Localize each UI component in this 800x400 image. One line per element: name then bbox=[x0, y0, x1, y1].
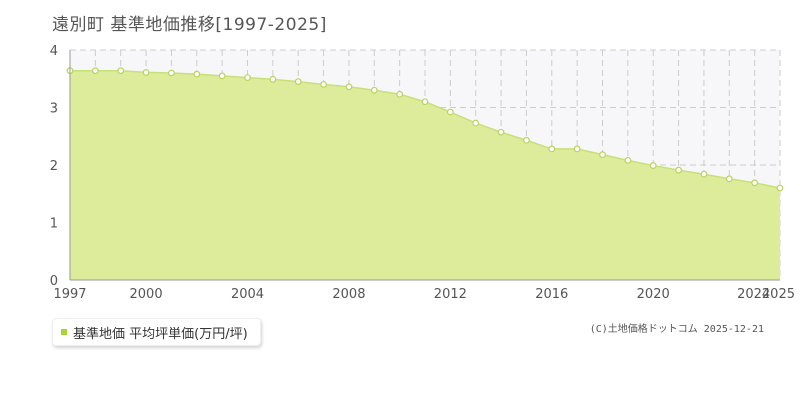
x-tick-label: 2024 bbox=[737, 287, 770, 302]
data-point bbox=[269, 75, 277, 83]
x-tick-label: 2004 bbox=[231, 287, 264, 302]
chart-title: 遠別町 基準地価推移[1997-2025] bbox=[52, 15, 327, 35]
data-point bbox=[700, 170, 708, 178]
data-point bbox=[624, 156, 632, 164]
y-tick-label: 4 bbox=[50, 44, 58, 59]
data-point bbox=[117, 67, 125, 75]
y-tick-label: 3 bbox=[50, 102, 58, 117]
data-point bbox=[218, 72, 226, 80]
data-point bbox=[193, 70, 201, 78]
data-point bbox=[523, 136, 530, 144]
data-point bbox=[751, 179, 759, 187]
data-point bbox=[548, 145, 556, 153]
y-tick-label: 1 bbox=[50, 217, 58, 232]
data-point bbox=[396, 90, 404, 98]
x-tick-label: 2025 bbox=[762, 287, 795, 302]
data-point bbox=[370, 86, 378, 94]
series-area bbox=[70, 70, 780, 280]
data-point bbox=[599, 151, 606, 159]
data-point bbox=[675, 166, 682, 174]
data-point bbox=[421, 98, 429, 106]
y-tick-label: 2 bbox=[50, 159, 58, 174]
data-point bbox=[497, 128, 505, 136]
copyright-credit: (C)土地価格ドットコム 2025-12-21 bbox=[589, 324, 764, 335]
data-point bbox=[345, 83, 353, 91]
data-point bbox=[446, 108, 454, 116]
data-point bbox=[91, 67, 99, 75]
data-point bbox=[573, 145, 581, 153]
x-tick-label: 1997 bbox=[53, 287, 86, 302]
data-point bbox=[472, 119, 480, 127]
x-tick-label: 2012 bbox=[434, 287, 467, 302]
data-point bbox=[725, 175, 733, 183]
x-tick-label: 2020 bbox=[637, 287, 670, 302]
data-point bbox=[649, 162, 657, 169]
y-tick-label: 0 bbox=[50, 274, 58, 289]
legend-swatch bbox=[61, 329, 67, 335]
x-tick-label: 2008 bbox=[332, 287, 365, 302]
data-point bbox=[320, 81, 327, 88]
legend: 基準地価 平均坪単価(万円/坪) bbox=[52, 318, 261, 346]
data-point bbox=[142, 69, 150, 76]
data-point bbox=[776, 184, 784, 192]
data-point bbox=[294, 78, 302, 86]
legend-label: 基準地価 平均坪単価(万円/坪) bbox=[73, 326, 248, 342]
x-tick-label: 2016 bbox=[535, 287, 568, 302]
x-tick-label: 2000 bbox=[130, 287, 163, 302]
data-point bbox=[168, 69, 175, 77]
data-point bbox=[244, 74, 251, 81]
